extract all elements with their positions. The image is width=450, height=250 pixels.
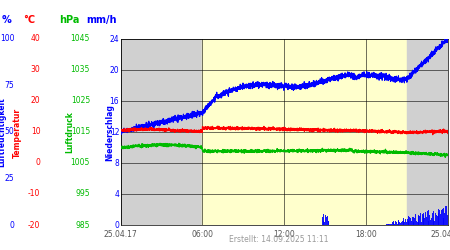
Text: 30: 30	[31, 65, 40, 74]
Text: Niederschlag: Niederschlag	[105, 104, 114, 161]
Text: 10: 10	[31, 127, 40, 136]
Text: Erstellt: 14.09.2025 11:11: Erstellt: 14.09.2025 11:11	[229, 235, 329, 244]
Text: 995: 995	[76, 190, 90, 198]
Text: hPa: hPa	[59, 15, 80, 25]
Text: 40: 40	[31, 34, 40, 43]
Text: 100: 100	[0, 34, 14, 43]
Text: °C: °C	[23, 15, 35, 25]
Text: 20: 20	[31, 96, 40, 105]
Text: 0: 0	[36, 158, 40, 168]
Text: 0: 0	[9, 220, 14, 230]
Text: Temperatur: Temperatur	[13, 108, 22, 158]
Text: Luftfeuchtigkeit: Luftfeuchtigkeit	[0, 98, 6, 168]
Text: 1005: 1005	[71, 158, 90, 168]
Bar	[407, 39, 448, 225]
Text: 1035: 1035	[71, 65, 90, 74]
Text: 75: 75	[4, 81, 14, 90]
Text: Luftdruck: Luftdruck	[65, 112, 74, 154]
Text: %: %	[2, 15, 12, 25]
Text: 25: 25	[5, 174, 14, 183]
Text: 985: 985	[76, 220, 90, 230]
Text: 1015: 1015	[71, 127, 90, 136]
Text: 1045: 1045	[71, 34, 90, 43]
Bar	[202, 39, 407, 225]
Text: -20: -20	[28, 220, 40, 230]
Bar	[121, 39, 202, 225]
Text: -10: -10	[28, 190, 40, 198]
Text: 1025: 1025	[71, 96, 90, 105]
Text: 50: 50	[4, 127, 14, 136]
Text: mm/h: mm/h	[86, 15, 117, 25]
